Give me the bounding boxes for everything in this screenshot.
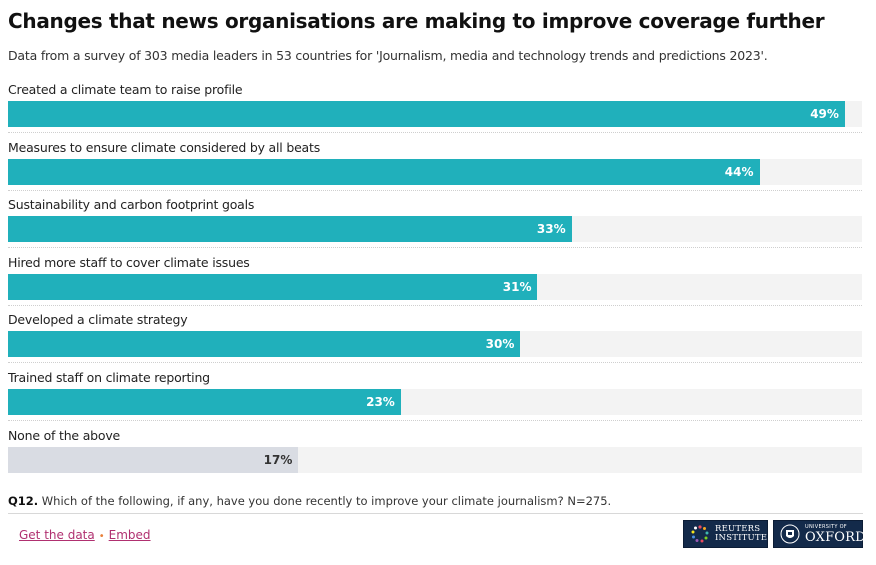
chart-subtitle: Data from a survey of 303 media leaders …: [8, 48, 768, 63]
footer-divider: [8, 513, 863, 514]
oxford-line2: OXFORD: [805, 530, 866, 545]
category-label: Sustainability and carbon footprint goal…: [8, 197, 255, 213]
bar-value-label: 17%: [263, 452, 293, 467]
oxford-line1: UNIVERSITY OF: [805, 524, 847, 530]
bar: [8, 158, 760, 185]
bar-value-label: 31%: [502, 279, 532, 294]
row-divider: [8, 304, 862, 306]
bar-track: 30%: [8, 331, 862, 358]
bar-value-label: 49%: [810, 107, 839, 121]
category-label: Created a climate team to raise profile: [8, 82, 243, 97]
chart-title: Changes that news organisations are maki…: [8, 9, 825, 33]
reuters-line2: INSTITUTE: [715, 533, 768, 543]
bar-row: Created a climate team to raise profile 4…: [8, 78, 862, 136]
bar-track: 44%: [8, 158, 862, 185]
bar-track: 33%: [8, 216, 862, 243]
category-label: Hired more staff to cover climate issues: [8, 254, 250, 270]
bar-row: Measures to ensure climate considered by…: [8, 136, 862, 194]
bar: [8, 216, 572, 243]
bar-row: None of the above 17%: [8, 424, 862, 482]
category-label: None of the above: [8, 427, 121, 443]
embed-link[interactable]: Embed: [108, 528, 151, 542]
reuters-institute-logo[interactable]: REUTERS INSTITUTE: [683, 520, 768, 548]
question-label: Q12.: [8, 494, 39, 508]
row-divider: [8, 247, 862, 249]
bar: [8, 101, 845, 127]
link-separator: •: [98, 531, 105, 542]
category-label: Developed a climate strategy: [8, 312, 188, 328]
oxford-crest-icon: [780, 524, 800, 544]
bar-track: 23%: [8, 388, 862, 415]
footer-links: Get the data • Embed: [19, 528, 151, 542]
question-text: Which of the following, if any, have you…: [38, 494, 612, 508]
oxford-logo[interactable]: UNIVERSITY OF OXFORD: [773, 520, 866, 548]
row-divider: [8, 189, 862, 191]
row-divider: [8, 362, 862, 364]
row-divider: [8, 132, 862, 133]
bar-track: 31%: [8, 273, 862, 300]
get-the-data-link[interactable]: Get the data: [19, 528, 95, 542]
bar-chart: Created a climate team to raise profile 4…: [8, 78, 862, 481]
reuters-dots-icon: [691, 525, 709, 543]
bar-value-label: 44%: [724, 164, 754, 179]
bar-row: Trained staff on climate reporting 23%: [8, 366, 862, 424]
bar-value-label: 23%: [366, 394, 395, 409]
reuters-line1: REUTERS: [715, 524, 761, 534]
bar: [8, 446, 299, 473]
bar-track: 49%: [8, 101, 862, 127]
bar-row: Sustainability and carbon footprint goal…: [8, 193, 862, 251]
question-note: Q12. Which of the following, if any, hav…: [8, 494, 611, 508]
category-label: Measures to ensure climate considered by…: [8, 139, 321, 155]
bar-value-label: 30%: [485, 337, 515, 352]
category-label: Trained staff on climate reporting: [8, 369, 210, 385]
bar: [8, 388, 401, 415]
bar-row: Developed a climate strategy 30%: [8, 308, 862, 366]
bar: [8, 273, 538, 300]
row-divider: [8, 419, 862, 421]
bar: [8, 331, 521, 358]
bar-row: Hired more staff to cover climate issues…: [8, 251, 862, 309]
bar-track: 17%: [8, 446, 862, 473]
bar-value-label: 33%: [536, 222, 566, 237]
